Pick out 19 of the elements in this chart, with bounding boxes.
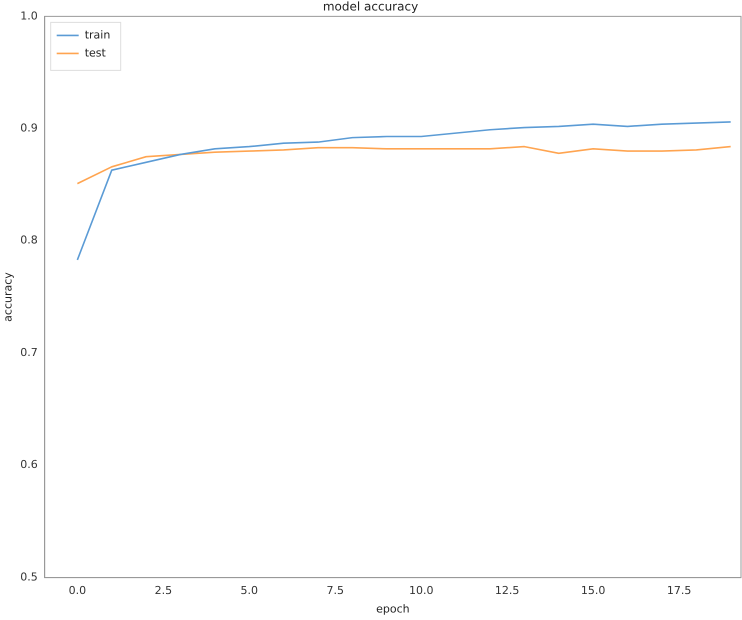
legend-label: train: [84, 28, 110, 42]
y-tick-label: 0.5: [20, 570, 38, 584]
chart-title: model accuracy: [322, 0, 418, 14]
y-tick-label: 0.6: [20, 458, 38, 472]
y-tick-label: 1.0: [20, 9, 38, 22]
x-tick-label: 7.5: [326, 584, 344, 598]
x-tick-label: 17.5: [666, 584, 692, 598]
x-tick-label: 10.0: [408, 584, 434, 598]
y-tick-label: 0.9: [20, 122, 38, 134]
y-axis-title: accuracy: [1, 272, 14, 322]
x-axis-title: epoch: [376, 602, 410, 616]
x-tick-label: 15.0: [580, 584, 606, 598]
x-tick-label: 5.0: [240, 584, 258, 598]
y-tick-label: 0.8: [20, 234, 38, 247]
legend-label: test: [84, 46, 107, 60]
x-tick-label: 12.5: [494, 584, 520, 598]
y-tick-label: 0.7: [20, 346, 38, 359]
x-tick-label: 2.5: [154, 584, 172, 598]
x-tick-label: 0.0: [68, 584, 86, 598]
